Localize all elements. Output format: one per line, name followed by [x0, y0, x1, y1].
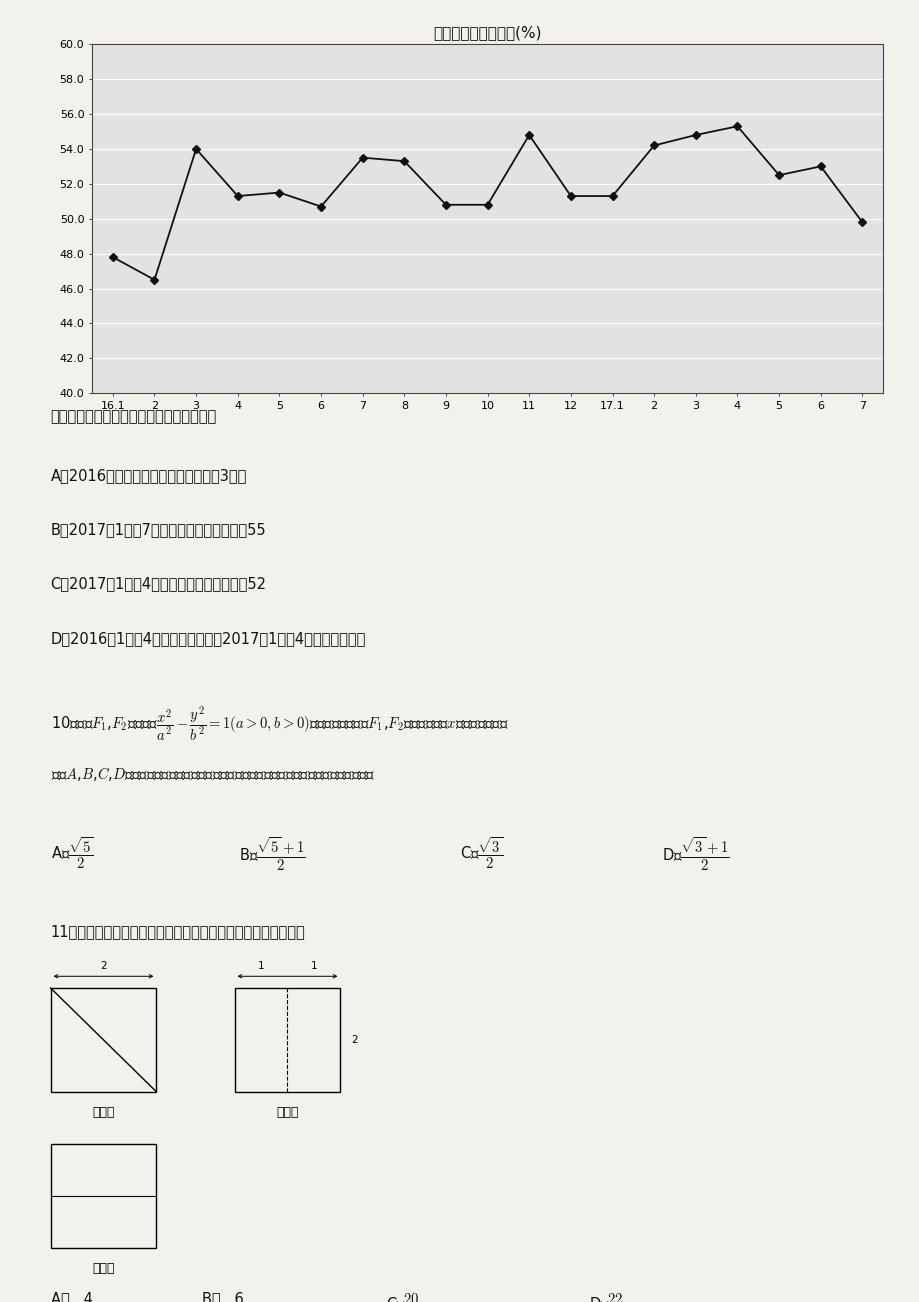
Text: D．2016年1月至4月仓储指数相对于2017年1月至4月，波动性更大: D．2016年1月至4月仓储指数相对于2017年1月至4月，波动性更大 — [51, 630, 366, 646]
Text: A．2016年各月的仓储指数最大值是在3月份: A．2016年各月的仓储指数最大值是在3月份 — [51, 469, 246, 483]
Text: B．   6: B． 6 — [202, 1292, 244, 1302]
Text: B．$\dfrac{\sqrt{5}+1}{2}$: B．$\dfrac{\sqrt{5}+1}{2}$ — [239, 836, 305, 872]
Text: 根据该折线图，下列结论正确的是（　　）: 根据该折线图，下列结论正确的是（ ） — [51, 409, 217, 423]
Text: C．2017年1月与4月的仓储指数的平均数为52: C．2017年1月与4月的仓储指数的平均数为52 — [51, 577, 267, 591]
Text: D．$\dfrac{\sqrt{3}+1}{2}$: D．$\dfrac{\sqrt{3}+1}{2}$ — [662, 836, 730, 872]
Text: C．$\dfrac{20}{3}$: C．$\dfrac{20}{3}$ — [386, 1292, 420, 1302]
Text: B．2017年1月至7月的仓储指数的中位数为55: B．2017年1月至7月的仓储指数的中位数为55 — [51, 522, 266, 538]
Title: 中国仓储指数走势图(%): 中国仓储指数走势图(%) — [433, 25, 541, 40]
Text: 11．某几何体的三视图如图所示，则该几何体的体积为（　　）: 11．某几何体的三视图如图所示，则该几何体的体积为（ ） — [51, 924, 305, 939]
Text: 俯视图: 俯视图 — [92, 1263, 115, 1275]
Text: D．$\dfrac{22}{3}$: D．$\dfrac{22}{3}$ — [588, 1292, 623, 1302]
Text: 正视图: 正视图 — [92, 1107, 115, 1120]
Text: 10．已知$F_1$,$F_2$为双曲线$\dfrac{x^2}{a^2}-\dfrac{y^2}{b^2}=1$$(a>0,b>0)$的左、右焦点，过$F_1: 10．已知$F_1$,$F_2$为双曲线$\dfrac{x^2}{a^2}-\d… — [51, 704, 508, 743]
Text: A．   4: A． 4 — [51, 1292, 93, 1302]
Text: 2: 2 — [351, 1035, 357, 1046]
Text: 1: 1 — [257, 961, 264, 971]
Text: 线于$A$,$B$,$C$,$D$四点，顺次连接这四个点正好构成一个正方形，则双曲线的离心率为（　　）: 线于$A$,$B$,$C$,$D$四点，顺次连接这四个点正好构成一个正方形，则双… — [51, 766, 374, 783]
Text: C．$\dfrac{\sqrt{3}}{2}$: C．$\dfrac{\sqrt{3}}{2}$ — [460, 836, 503, 871]
Text: 侧视图: 侧视图 — [276, 1107, 299, 1120]
Text: 1: 1 — [311, 961, 317, 971]
Text: A．$\dfrac{\sqrt{5}}{2}$: A．$\dfrac{\sqrt{5}}{2}$ — [51, 836, 94, 871]
Text: 2: 2 — [100, 961, 107, 971]
